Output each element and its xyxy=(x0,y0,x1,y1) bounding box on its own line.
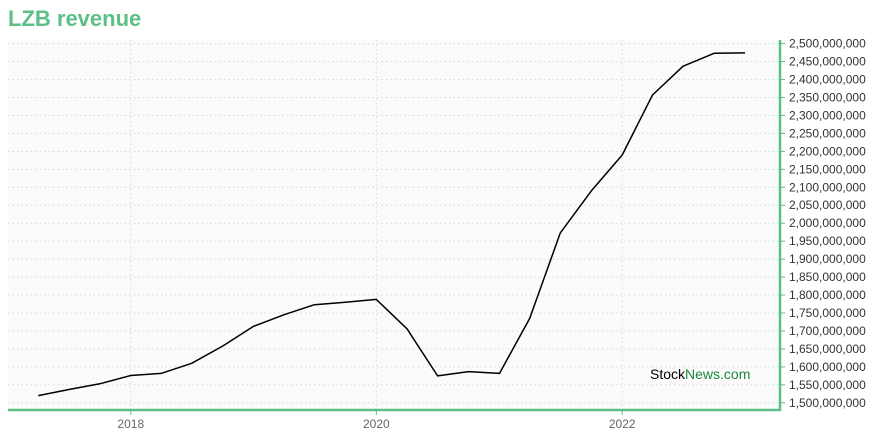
revenue-series-line xyxy=(38,52,746,397)
y-tick-label: 2,150,000,000 xyxy=(789,162,866,176)
y-tick-label: 1,500,000,000 xyxy=(789,396,866,410)
y-tick-label: 1,600,000,000 xyxy=(789,360,866,374)
x-ticks: 2018 2020 2022 xyxy=(117,410,636,431)
y-tick-label: 2,050,000,000 xyxy=(789,198,866,212)
y-tick-label: 1,950,000,000 xyxy=(789,234,866,248)
x-tick-label: 2022 xyxy=(609,417,636,431)
chart-title: LZB revenue xyxy=(8,6,142,31)
watermark-part3: .com xyxy=(720,366,750,382)
watermark-part2: News xyxy=(685,366,720,382)
plot-background xyxy=(8,40,780,410)
y-tick-label: 2,200,000,000 xyxy=(789,144,866,158)
y-tick-label: 1,750,000,000 xyxy=(789,306,866,320)
y-tick-label: 1,650,000,000 xyxy=(789,342,866,356)
x-tick-label: 2018 xyxy=(117,417,144,431)
watermark-part1: Stock xyxy=(650,366,686,382)
y-tick-label: 2,100,000,000 xyxy=(789,180,866,194)
y-tick-label: 2,300,000,000 xyxy=(789,108,866,122)
y-tick-label: 2,350,000,000 xyxy=(789,90,866,104)
y-tick-label: 2,500,000,000 xyxy=(789,37,866,51)
y-tick-label: 2,000,000,000 xyxy=(789,216,866,230)
y-tick-label: 2,250,000,000 xyxy=(789,126,866,140)
x-grid xyxy=(130,40,623,410)
y-tick-label: 2,450,000,000 xyxy=(789,55,866,69)
y-tick-label: 1,700,000,000 xyxy=(789,324,866,338)
y-tick-label: 2,400,000,000 xyxy=(789,73,866,87)
watermark: StockNews.com xyxy=(650,366,750,382)
y-tick-label: 1,550,000,000 xyxy=(789,378,866,392)
y-tick-label: 1,800,000,000 xyxy=(789,288,866,302)
y-ticks: 1,500,000,000 1,550,000,000 1,600,000,000 1… xyxy=(780,37,866,410)
x-tick-label: 2020 xyxy=(363,417,390,431)
y-tick-label: 1,900,000,000 xyxy=(789,252,866,266)
y-tick-label: 1,850,000,000 xyxy=(789,270,866,284)
